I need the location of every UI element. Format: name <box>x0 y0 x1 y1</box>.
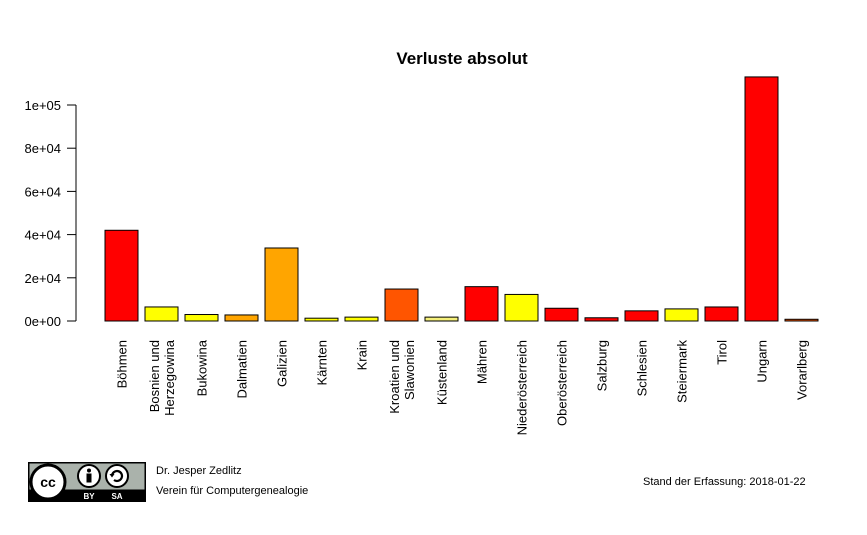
x-tick-label-line: Niederösterreich <box>515 340 530 435</box>
x-tick-label: Krain <box>355 340 370 370</box>
x-tick-label: Galizien <box>275 340 290 387</box>
x-tick-label: Ungarn <box>755 340 770 383</box>
x-axis-labels: Böhmen Bosnien und Herzegowina Bukowina Dalm… <box>115 339 810 435</box>
y-tick-label: 6e+04 <box>24 184 61 199</box>
x-tick-label-line: Oberösterreich <box>555 340 570 426</box>
bar <box>144 306 179 322</box>
x-tick-label: Kärnten <box>315 340 330 386</box>
x-tick-label-line: Bukowina <box>195 339 210 396</box>
y-axis: 0e+00 2e+04 4e+04 6e+04 8e+04 1e+05 <box>24 98 77 329</box>
y-tick-label: 2e+04 <box>24 271 61 286</box>
bar <box>304 317 339 322</box>
cc-by-sa-logo: cc BY SA <box>28 462 146 502</box>
x-tick-label: Steiermark <box>675 340 690 403</box>
bar <box>224 314 259 322</box>
x-tick-label-line: Slawonien <box>402 340 417 400</box>
x-tick-label-line: Galizien <box>275 340 290 387</box>
x-tick-label: Böhmen <box>115 340 130 388</box>
license-by-label: BY <box>83 492 95 501</box>
x-tick-label: Vorarlberg <box>795 340 810 400</box>
x-tick-label-line: Salzburg <box>595 340 610 391</box>
chart-title: Verluste absolut <box>396 49 528 68</box>
bar <box>544 307 579 322</box>
bar <box>584 317 619 322</box>
bar <box>464 286 499 322</box>
bar <box>504 293 539 322</box>
bar <box>664 308 699 322</box>
x-tick-label-line: Kroatien und <box>387 340 402 414</box>
author-name: Dr. Jesper Zedlitz <box>156 465 242 477</box>
y-tick-label: 0e+00 <box>24 314 61 329</box>
x-tick-label: Tirol <box>715 340 730 365</box>
y-tick-label: 4e+04 <box>24 228 61 243</box>
x-tick-label-line: Krain <box>355 340 370 370</box>
x-tick-label-line: Schlesien <box>635 340 650 396</box>
x-tick-label-line: Herzegowina <box>162 339 177 416</box>
x-tick-label-line: Kärnten <box>315 340 330 386</box>
x-tick-label: Bosnien und Herzegowina <box>147 339 177 416</box>
bar <box>384 288 419 322</box>
x-tick-label: Niederösterreich <box>515 340 530 435</box>
x-tick-label: Mähren <box>475 340 490 384</box>
x-tick-label-line: Vorarlberg <box>795 340 810 400</box>
y-tick-label: 8e+04 <box>24 141 61 156</box>
cc-logo-text: cc <box>40 474 56 490</box>
x-tick-label-line: Mähren <box>475 340 490 384</box>
y-tick-label: 1e+05 <box>24 98 61 113</box>
bar <box>744 76 779 322</box>
bars <box>104 76 819 322</box>
data-date-stamp: Stand der Erfassung: 2018-01-22 <box>643 476 806 488</box>
x-tick-label: Küstenland <box>435 340 450 405</box>
x-tick-label: Bukowina <box>195 339 210 396</box>
organization-name: Verein für Computergenealogie <box>156 485 309 497</box>
x-tick-label: Dalmatien <box>235 340 250 399</box>
x-tick-label-line: Steiermark <box>675 340 690 403</box>
bar <box>344 316 379 322</box>
bar <box>704 306 739 322</box>
bar <box>424 316 459 322</box>
x-tick-label-line: Dalmatien <box>235 340 250 399</box>
share-alike-icon <box>105 464 129 488</box>
x-tick-label: Oberösterreich <box>555 340 570 426</box>
x-tick-label: Schlesien <box>635 340 650 396</box>
x-tick-label-line: Küstenland <box>435 340 450 405</box>
x-tick-label-line: Böhmen <box>115 340 130 388</box>
attribution-icon <box>77 464 101 488</box>
bar <box>264 247 299 322</box>
x-tick-label-line: Tirol <box>715 340 730 365</box>
x-tick-label-line: Bosnien und <box>147 340 162 412</box>
bar <box>784 318 819 322</box>
x-tick-label: Kroatien und Slawonien <box>387 340 417 414</box>
license-sa-label: SA <box>111 492 122 501</box>
bar <box>624 310 659 322</box>
x-tick-label: Salzburg <box>595 340 610 391</box>
x-tick-label-line: Ungarn <box>755 340 770 383</box>
bar <box>184 314 219 322</box>
bar <box>104 229 139 322</box>
